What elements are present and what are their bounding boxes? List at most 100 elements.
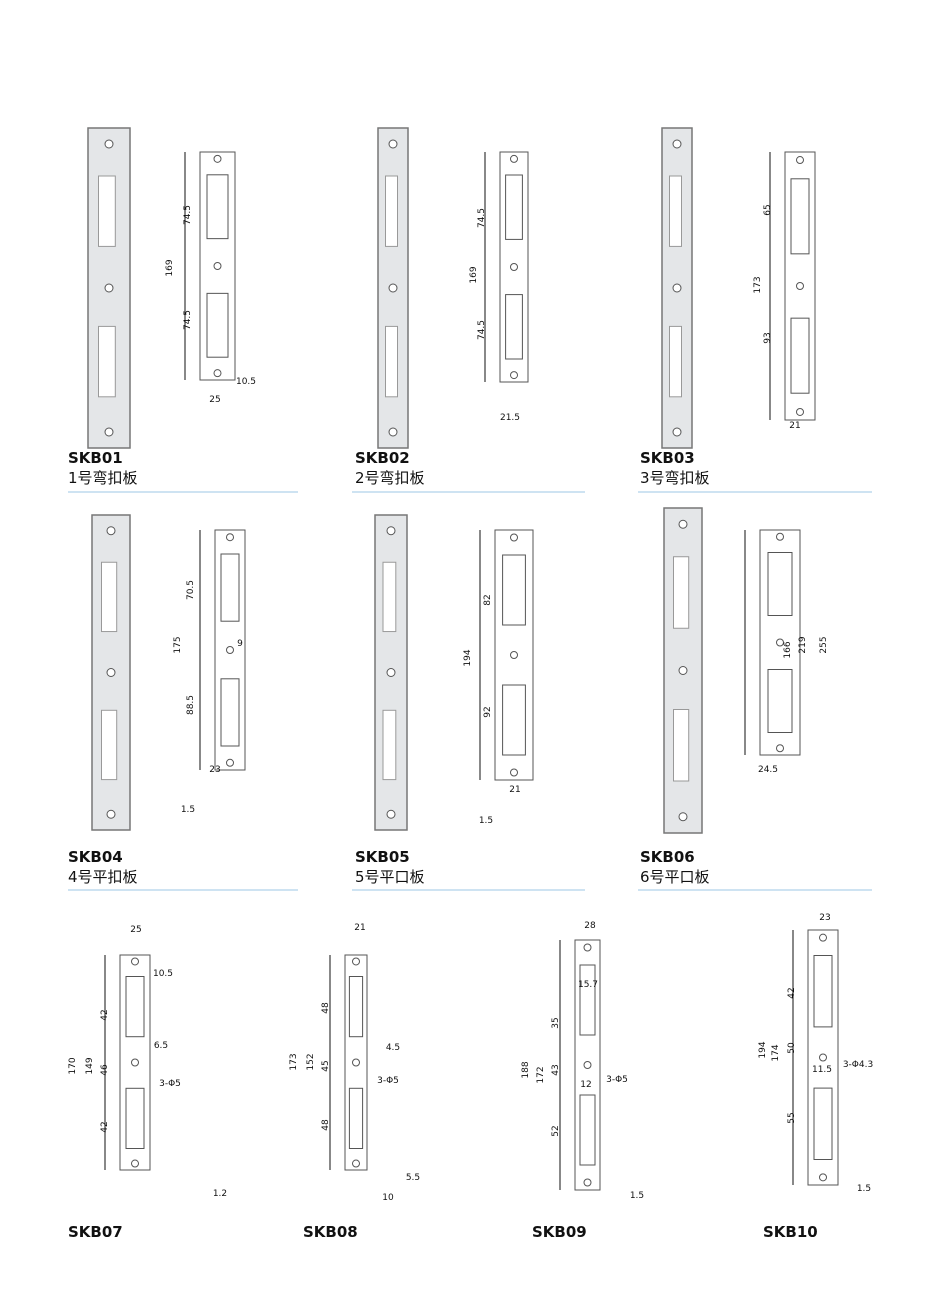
product-code: SKB10: [763, 1223, 818, 1241]
drawing-plate: [807, 929, 839, 1186]
dimension-label: 4.5: [386, 1043, 400, 1053]
dimension-label: 24.5: [758, 765, 778, 775]
drawing-slot: [125, 976, 145, 1038]
dimension-label: 45: [321, 1060, 331, 1071]
drawing-hole: [226, 646, 234, 654]
drawing-plate: [214, 529, 246, 771]
photo-hole: [104, 283, 114, 293]
dimension-label: 25: [130, 925, 141, 935]
dimension-label: 21: [509, 785, 520, 795]
photo-slot: [101, 709, 118, 781]
photo-slot: [673, 709, 690, 782]
drawing-hole: [776, 532, 784, 541]
drawing-slot: [790, 317, 810, 394]
photo-slot: [669, 175, 682, 247]
drawing-plate: [494, 529, 534, 781]
dimension-label: 93: [763, 332, 773, 343]
dimension-label: 42: [100, 1121, 110, 1132]
drawing-slot: [502, 684, 526, 756]
dimension-label: 10.5: [153, 969, 173, 979]
drawing-plate: [784, 151, 816, 421]
photo-hole: [678, 812, 688, 822]
photo-slot: [382, 709, 397, 781]
drawing-plate: [119, 954, 151, 1171]
dimension-label: 50: [787, 1042, 797, 1054]
drawing-slot: [220, 678, 240, 747]
dimension-label: 15.7: [578, 980, 598, 990]
product-name: 5号平口板: [355, 868, 425, 886]
drawing-hole: [510, 651, 518, 659]
photo-slot: [385, 325, 398, 398]
dimension-label: 21.5: [500, 413, 520, 423]
photo-slot: [382, 561, 397, 633]
product-name: 3号弯扣板: [640, 469, 710, 487]
dimension-label: 21: [789, 421, 800, 431]
photo-hole: [672, 283, 682, 293]
drawing-hole: [131, 1159, 139, 1168]
drawing-slot: [505, 294, 523, 360]
dimension-label: 52: [551, 1125, 561, 1136]
dimension-label: 12: [580, 1080, 591, 1090]
drawing-hole: [510, 154, 518, 163]
photo-slot: [98, 325, 116, 398]
drawing-hole: [352, 957, 360, 966]
drawing-hole: [510, 371, 518, 380]
dimension-label: 23: [209, 765, 220, 775]
photo-hole: [104, 427, 114, 437]
dimension-label: 152: [306, 1053, 316, 1070]
drawing-hole: [819, 933, 827, 942]
dimension-label: 5.5: [406, 1173, 420, 1183]
drawing-hole: [796, 282, 804, 290]
drawing-slot: [220, 553, 240, 622]
drawing-hole: [131, 1058, 139, 1067]
drawing-hole: [213, 369, 222, 378]
photo-hole: [678, 666, 688, 675]
drawing-hole: [583, 1178, 592, 1187]
dimension-label: 25: [209, 395, 220, 405]
dimension-label: 10: [382, 1193, 394, 1203]
dimension-label: 74.5: [183, 205, 193, 225]
photo-slot: [385, 175, 398, 247]
drawing-hole: [213, 262, 222, 270]
dimension-label: 219: [798, 636, 808, 653]
drawing-hole: [226, 758, 234, 767]
product-code: SKB06: [640, 848, 695, 866]
drawing-hole: [776, 638, 784, 647]
product-name: 1号弯扣板: [68, 469, 138, 487]
dimension-label: 188: [521, 1061, 531, 1078]
drawing-slot: [767, 552, 793, 616]
dimension-label: 174: [771, 1044, 781, 1061]
dimension-label: 70.5: [186, 580, 196, 600]
product-code: SKB07: [68, 1223, 123, 1241]
photo-hole: [388, 139, 398, 149]
dimension-label: 42: [100, 1009, 110, 1020]
drawing-slot: [502, 554, 526, 626]
drawing-hole: [796, 156, 804, 165]
photo-hole: [386, 668, 396, 677]
drawing-hole: [776, 744, 784, 753]
photo-hole: [386, 809, 396, 819]
drawing-slot: [505, 174, 523, 240]
dimension-label: 48: [321, 1119, 331, 1131]
dimension-label: 74.5: [183, 310, 193, 330]
photo-hole: [388, 427, 398, 437]
drawing-slot: [348, 976, 364, 1038]
dimension-label: 21: [354, 923, 365, 933]
dimension-label: 1.5: [479, 816, 493, 826]
drawing-slot: [348, 1087, 364, 1150]
product-name: 4号平扣板: [68, 868, 138, 886]
dimension-label: 9: [237, 639, 243, 649]
dimension-label: 255: [819, 636, 829, 653]
dimension-label: 28: [584, 921, 596, 931]
drawing-hole: [819, 1173, 827, 1182]
dimension-label: 74.5: [477, 320, 487, 340]
drawing-plate: [759, 529, 801, 756]
dimension-label: 6.5: [154, 1041, 168, 1051]
dimension-label: 172: [536, 1066, 546, 1083]
dimension-label: 194: [758, 1041, 768, 1058]
drawing-hole: [510, 263, 518, 271]
dimension-label: 3-Φ4.3: [843, 1060, 873, 1070]
drawing-slot: [767, 669, 793, 733]
